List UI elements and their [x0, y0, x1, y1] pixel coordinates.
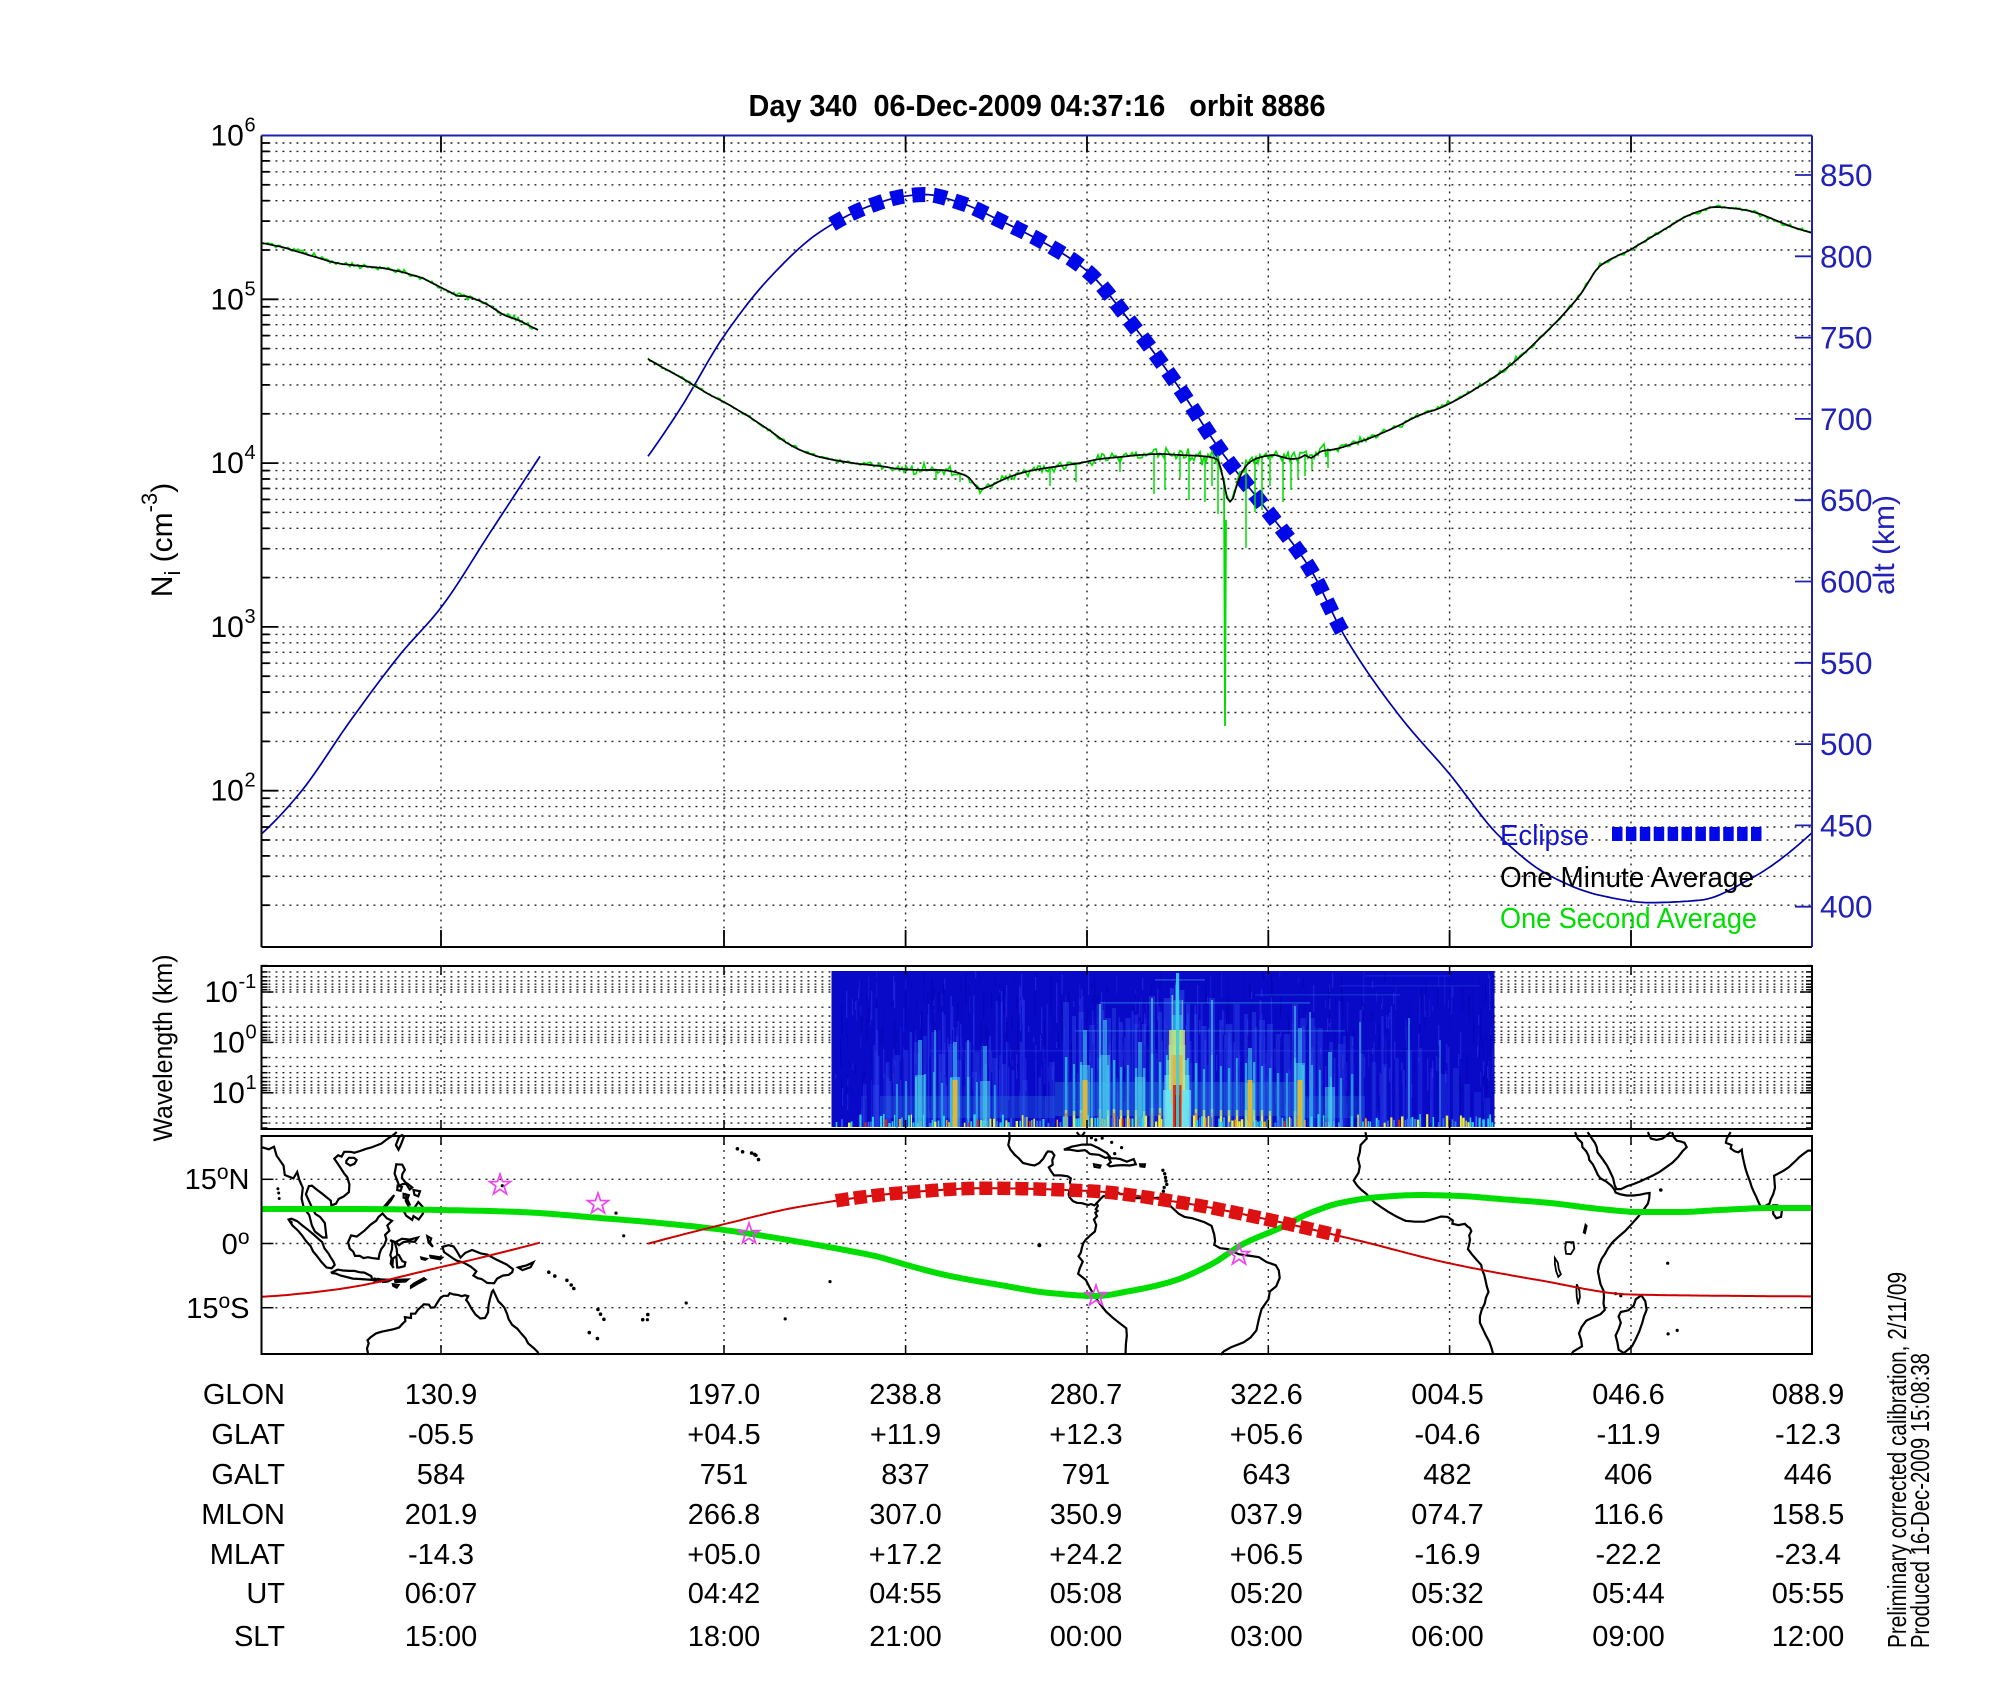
svg-text:-05.5: -05.5 — [408, 1419, 474, 1451]
svg-text:2: 2 — [245, 770, 256, 792]
svg-text:037.9: 037.9 — [1230, 1499, 1303, 1531]
svg-text:+11.9: +11.9 — [870, 1419, 941, 1451]
svg-text:046.6: 046.6 — [1592, 1379, 1665, 1411]
svg-text:5: 5 — [245, 278, 256, 300]
svg-text:05:44: 05:44 — [1592, 1578, 1665, 1610]
svg-text:06:07: 06:07 — [405, 1578, 478, 1610]
svg-text:750: 750 — [1820, 320, 1873, 356]
svg-text:UT: UT — [246, 1578, 285, 1610]
svg-text:650: 650 — [1820, 482, 1873, 518]
svg-text:MLAT: MLAT — [210, 1539, 285, 1571]
svg-text:-11.9: -11.9 — [1597, 1419, 1661, 1451]
svg-text:18:00: 18:00 — [688, 1621, 761, 1653]
svg-text:280.7: 280.7 — [1050, 1379, 1123, 1411]
svg-text:05:20: 05:20 — [1230, 1578, 1303, 1610]
svg-text:751: 751 — [700, 1459, 748, 1491]
svg-text:+12.3: +12.3 — [1049, 1419, 1122, 1451]
svg-text:One Minute Average: One Minute Average — [1500, 862, 1754, 894]
svg-text:-16.9: -16.9 — [1414, 1539, 1480, 1571]
svg-text:322.6: 322.6 — [1230, 1379, 1303, 1411]
svg-text:03:00: 03:00 — [1230, 1621, 1303, 1653]
svg-text:0: 0 — [246, 1021, 257, 1043]
svg-text:04:55: 04:55 — [869, 1578, 942, 1610]
svg-text:SLT: SLT — [234, 1621, 285, 1653]
svg-text:Day 340 06-Dec-2009 04:37:16: Day 340 06-Dec-2009 04:37:16 orbit 8886 — [749, 88, 1326, 123]
svg-text:GLAT: GLAT — [211, 1419, 285, 1451]
svg-text:-14.3: -14.3 — [408, 1539, 474, 1571]
svg-text:10: 10 — [211, 775, 244, 808]
svg-text:400: 400 — [1820, 889, 1873, 925]
svg-text:643: 643 — [1242, 1459, 1290, 1491]
svg-text:4: 4 — [245, 442, 256, 464]
svg-text:004.5: 004.5 — [1411, 1379, 1484, 1411]
svg-text:10: 10 — [212, 1026, 245, 1059]
svg-text:584: 584 — [417, 1459, 465, 1491]
svg-text:450: 450 — [1820, 807, 1873, 843]
svg-text:130.9: 130.9 — [405, 1379, 478, 1411]
svg-text:10: 10 — [211, 120, 244, 153]
svg-text:238.8: 238.8 — [869, 1379, 942, 1411]
svg-text:Eclipse: Eclipse — [1500, 820, 1589, 852]
svg-text:+06.5: +06.5 — [1230, 1539, 1303, 1571]
svg-text:201.9: 201.9 — [405, 1499, 478, 1531]
svg-text:+05.0: +05.0 — [687, 1539, 760, 1571]
svg-text:21:00: 21:00 — [869, 1621, 942, 1653]
svg-text:074.7: 074.7 — [1411, 1499, 1484, 1531]
svg-text:15oS: 15oS — [186, 1290, 249, 1325]
svg-text:06:00: 06:00 — [1411, 1621, 1484, 1653]
svg-text:09:00: 09:00 — [1592, 1621, 1665, 1653]
svg-text:10: 10 — [211, 283, 244, 316]
svg-text:700: 700 — [1820, 401, 1873, 437]
svg-text:307.0: 307.0 — [869, 1499, 942, 1531]
svg-text:-1: -1 — [239, 971, 257, 993]
svg-text:266.8: 266.8 — [688, 1499, 761, 1531]
svg-text:Preliminary corrected calibrat: Preliminary corrected calibration, 2/11/… — [1882, 1272, 1912, 1648]
svg-text:GALT: GALT — [211, 1459, 285, 1491]
svg-text:850: 850 — [1820, 157, 1873, 193]
svg-text:500: 500 — [1820, 726, 1873, 762]
svg-text:+04.5: +04.5 — [687, 1419, 760, 1451]
svg-text:alt (km): alt (km) — [1868, 495, 1901, 595]
svg-text:00:00: 00:00 — [1050, 1621, 1123, 1653]
svg-text:158.5: 158.5 — [1772, 1499, 1845, 1531]
svg-text:600: 600 — [1820, 564, 1873, 600]
svg-text:350.9: 350.9 — [1050, 1499, 1123, 1531]
svg-text:One Second Average: One Second Average — [1500, 903, 1757, 935]
svg-text:6: 6 — [245, 115, 256, 137]
svg-text:+05.6: +05.6 — [1230, 1419, 1303, 1451]
svg-text:10: 10 — [211, 611, 244, 644]
svg-text:10: 10 — [212, 1077, 245, 1110]
svg-text:10: 10 — [211, 447, 244, 480]
svg-text:10: 10 — [205, 976, 238, 1009]
svg-text:12:00: 12:00 — [1772, 1621, 1845, 1653]
svg-text:+17.2: +17.2 — [869, 1539, 942, 1571]
svg-text:-22.2: -22.2 — [1595, 1539, 1661, 1571]
svg-text:05:32: 05:32 — [1411, 1578, 1484, 1610]
svg-text:837: 837 — [881, 1459, 929, 1491]
svg-text:-12.3: -12.3 — [1775, 1419, 1841, 1451]
svg-text:088.9: 088.9 — [1772, 1379, 1845, 1411]
svg-text:-04.6: -04.6 — [1414, 1419, 1480, 1451]
svg-text:446: 446 — [1784, 1459, 1832, 1491]
svg-text:Wavelength (km): Wavelength (km) — [148, 955, 178, 1142]
svg-text:406: 406 — [1604, 1459, 1652, 1491]
svg-text:-23.4: -23.4 — [1775, 1539, 1841, 1571]
svg-text:05:08: 05:08 — [1050, 1578, 1123, 1610]
svg-text:550: 550 — [1820, 645, 1873, 681]
svg-text:197.0: 197.0 — [688, 1379, 761, 1411]
svg-text:15:00: 15:00 — [405, 1621, 478, 1653]
svg-text:GLON: GLON — [203, 1379, 285, 1411]
svg-text:04:42: 04:42 — [688, 1578, 761, 1610]
svg-text:116.6: 116.6 — [1593, 1499, 1663, 1531]
svg-text:1: 1 — [246, 1072, 257, 1094]
svg-text:791: 791 — [1062, 1459, 1110, 1491]
svg-text:482: 482 — [1423, 1459, 1471, 1491]
svg-text:Produced 16-Dec-2009 15:08:38: Produced 16-Dec-2009 15:08:38 — [1905, 1353, 1935, 1648]
svg-text:05:55: 05:55 — [1772, 1578, 1845, 1610]
svg-text:+24.2: +24.2 — [1049, 1539, 1122, 1571]
svg-text:800: 800 — [1820, 238, 1873, 274]
svg-text:3: 3 — [245, 606, 256, 628]
svg-text:MLON: MLON — [201, 1499, 285, 1531]
